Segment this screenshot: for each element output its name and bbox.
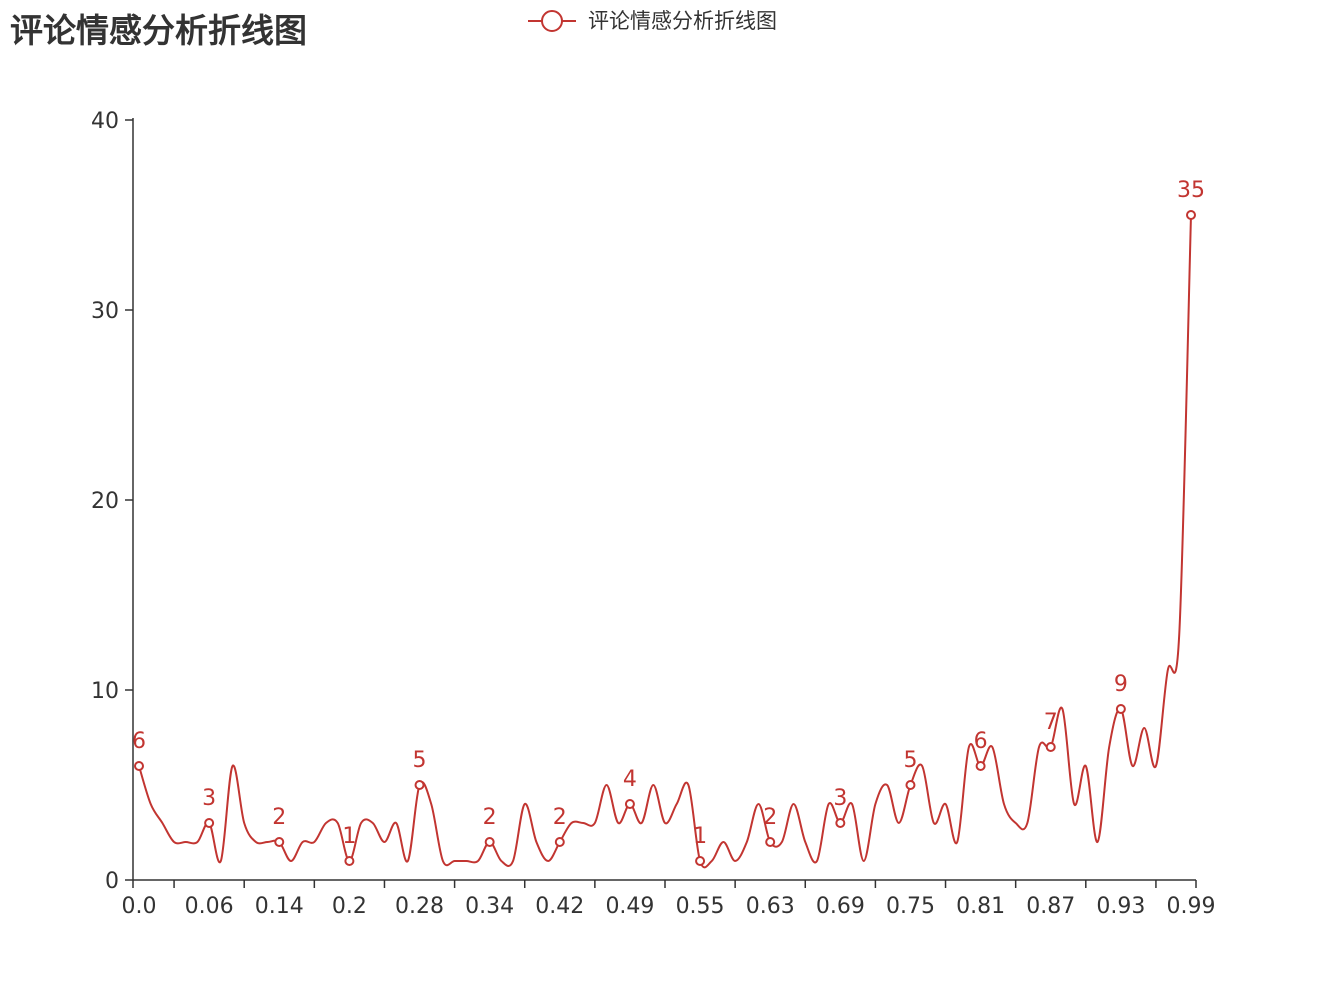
data-point[interactable] — [554, 837, 565, 847]
x-tick-label: 0.69 — [816, 894, 865, 919]
series-line — [138, 214, 1192, 869]
data-label: 6 — [974, 729, 988, 754]
data-label: 5 — [413, 748, 427, 773]
x-tick-label: 0.2 — [332, 894, 367, 919]
y-tick-label: 20 — [91, 489, 119, 514]
x-tick-label: 0.14 — [255, 894, 304, 919]
data-point[interactable] — [1045, 742, 1056, 752]
data-point[interactable] — [274, 837, 285, 847]
x-tick-label: 0.34 — [465, 894, 514, 919]
data-label: 9 — [1114, 672, 1128, 697]
axes: 0 10 20 30 40 0.0 0.06 0.14 0.2 0.28 0.34 0.42 0.49 0… — [91, 109, 1215, 919]
data-label: 7 — [1044, 710, 1058, 735]
x-tick-label: 0.87 — [1026, 894, 1075, 919]
data-point[interactable] — [344, 856, 355, 866]
data-point[interactable] — [624, 799, 635, 809]
data-label: 1 — [693, 824, 707, 849]
data-label: 6 — [132, 729, 146, 754]
x-tick-label: 0.06 — [185, 894, 234, 919]
data-label: 1 — [342, 824, 356, 849]
data-label: 2 — [553, 805, 567, 830]
data-label: 3 — [833, 786, 847, 811]
data-point[interactable] — [835, 818, 846, 828]
data-point[interactable] — [1115, 704, 1126, 714]
data-label: 3 — [202, 786, 216, 811]
x-tick-label: 0.42 — [535, 894, 584, 919]
data-label: 2 — [763, 805, 777, 830]
data-point[interactable] — [765, 837, 776, 847]
x-tick-label: 0.28 — [395, 894, 444, 919]
data-label: 2 — [483, 805, 497, 830]
y-tick-label: 40 — [91, 109, 119, 134]
x-tick-label: 0.75 — [886, 894, 935, 919]
data-point[interactable] — [695, 856, 706, 866]
chart-title: 评论情感分析折线图 — [10, 11, 307, 50]
x-tick-label: 0.93 — [1096, 894, 1145, 919]
x-tick-label: 0.49 — [605, 894, 654, 919]
data-point[interactable] — [134, 761, 144, 771]
y-tick-label: 0 — [105, 869, 119, 894]
x-tick-label: 0.0 — [122, 894, 157, 919]
data-label: 4 — [623, 767, 637, 792]
x-tick-label: 0.99 — [1167, 894, 1216, 919]
data-point[interactable] — [1186, 210, 1196, 220]
data-label: 35 — [1177, 178, 1205, 203]
data-point[interactable] — [905, 780, 916, 790]
data-label: 2 — [272, 805, 286, 830]
y-tick-label: 10 — [91, 679, 119, 704]
data-point[interactable] — [975, 761, 986, 771]
legend[interactable]: 评论情感分析折线图 — [528, 9, 777, 33]
data-point[interactable] — [204, 818, 215, 828]
data-label: 5 — [903, 748, 917, 773]
x-tick-label: 0.55 — [676, 894, 725, 919]
x-tick-label: 0.81 — [956, 894, 1005, 919]
legend-label: 评论情感分析折线图 — [588, 9, 777, 33]
x-tick-label: 0.63 — [746, 894, 795, 919]
data-point[interactable] — [414, 780, 425, 790]
y-tick-label: 30 — [91, 299, 119, 324]
legend-circle-marker — [541, 10, 563, 32]
data-point[interactable] — [484, 837, 495, 847]
